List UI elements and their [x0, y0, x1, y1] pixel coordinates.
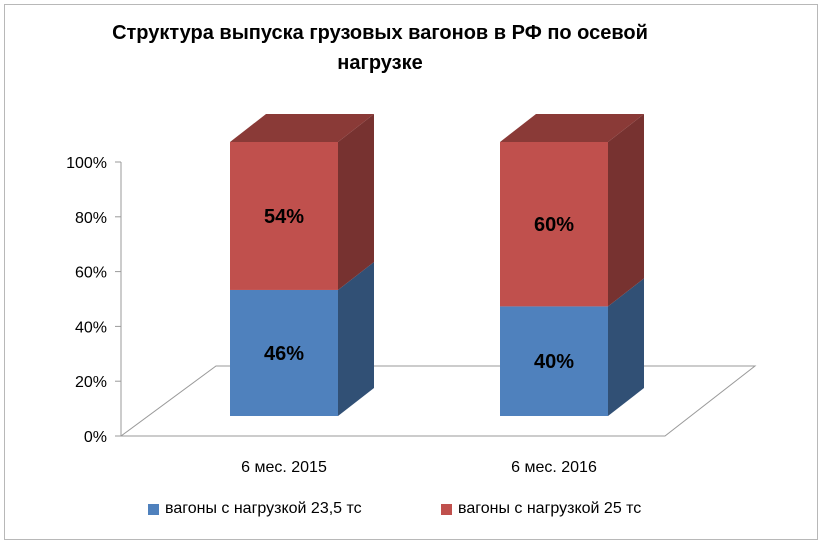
bar-side-face: [338, 114, 374, 290]
legend-item-series-2: вагоны с нагрузкой 25 тс: [441, 497, 641, 521]
floor-plane: [119, 365, 757, 437]
bar-segment: [230, 289, 338, 416]
bar-top-face: [500, 114, 644, 142]
x-category-label: 6 мес. 2015: [241, 459, 327, 476]
y-tick-label: 0%: [84, 429, 107, 446]
bar-segment: [230, 142, 338, 290]
y-tick-label: 100%: [66, 155, 107, 172]
bar-top-face: [230, 114, 374, 142]
y-tick-label: 60%: [75, 265, 107, 282]
bar-group: 46% 54%: [230, 114, 374, 416]
x-category-label: 6 мес. 2016: [511, 459, 597, 476]
legend-swatch-series-2: [441, 503, 452, 515]
data-label: 60%: [534, 214, 574, 236]
y-tick-label: 20%: [75, 374, 107, 391]
data-label: 40%: [534, 351, 574, 373]
bar-side-face: [608, 114, 644, 307]
bar-group: 40% 60%: [500, 114, 644, 416]
legend-label-series-1: вагоны с нагрузкой 23,5 тс: [165, 500, 362, 517]
chart-title: Структура выпуска грузовых вагонов в РФ …: [112, 22, 648, 74]
chart-area: [4, 4, 818, 540]
bar-side-face: [608, 278, 644, 416]
bar-side-face: [338, 261, 374, 416]
legend-item-series-1: вагоны с нагрузкой 23,5 тс: [148, 497, 362, 521]
bar-segment: [500, 142, 608, 307]
bar-segment: [500, 306, 608, 416]
data-label: 46%: [264, 343, 304, 365]
chart-legend: вагоны с нагрузкой 23,5 тс вагоны с нагр…: [0, 497, 823, 521]
legend-label-series-2: вагоны с нагрузкой 25 тс: [458, 500, 642, 517]
data-label: 54%: [264, 206, 304, 228]
y-tick-label: 80%: [75, 210, 107, 227]
legend-swatch-series-1: [148, 503, 159, 515]
y-tick-label: 40%: [75, 319, 107, 336]
